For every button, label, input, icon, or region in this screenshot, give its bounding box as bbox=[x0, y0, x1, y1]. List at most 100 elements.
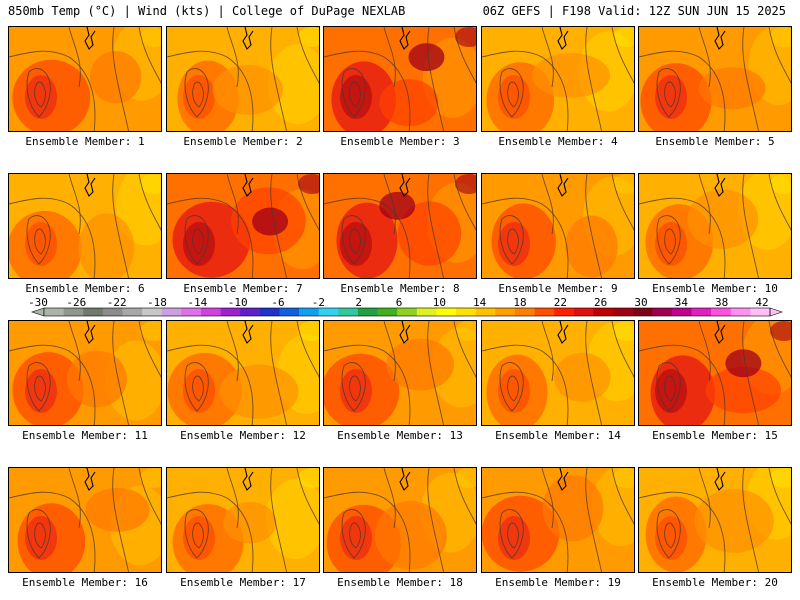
scale-swatch bbox=[161, 308, 182, 316]
ensemble-member-label: Ensemble Member: 18 bbox=[337, 576, 463, 589]
scale-tick-label: 34 bbox=[675, 298, 689, 309]
ensemble-member-label: Ensemble Member: 12 bbox=[180, 429, 306, 442]
scale-swatch bbox=[534, 308, 555, 316]
ensemble-member-map bbox=[323, 320, 477, 426]
scale-swatch bbox=[142, 308, 163, 316]
scale-tick-label: 2 bbox=[355, 298, 362, 309]
scale-tick-label: -26 bbox=[66, 298, 86, 309]
map-title-right: 06Z GEFS | F198 Valid: 12Z SUN JUN 15 20… bbox=[482, 4, 786, 18]
scale-swatch bbox=[593, 308, 614, 316]
scale-swatch bbox=[416, 308, 437, 316]
scale-swatch bbox=[357, 308, 378, 316]
ensemble-member-label: Ensemble Member: 20 bbox=[652, 576, 778, 589]
ensemble-member-label: Ensemble Member: 9 bbox=[498, 282, 618, 295]
ensemble-member-map bbox=[481, 320, 635, 426]
scale-tick-label: -6 bbox=[271, 298, 284, 309]
scale-tick-label: -22 bbox=[107, 298, 127, 309]
scale-tick-label: 22 bbox=[554, 298, 567, 309]
ensemble-member-label: Ensemble Member: 14 bbox=[495, 429, 621, 442]
ensemble-member-map bbox=[8, 320, 162, 426]
scale-swatch bbox=[750, 308, 771, 316]
scale-swatch bbox=[573, 308, 594, 316]
ensemble-member-map bbox=[638, 467, 792, 573]
ensemble-member-map bbox=[638, 173, 792, 279]
scale-swatch bbox=[259, 308, 280, 316]
scale-max-arrow bbox=[769, 307, 783, 317]
ensemble-member-map bbox=[323, 26, 477, 132]
scale-tick-label: 38 bbox=[715, 298, 728, 309]
scale-tick-label: -18 bbox=[147, 298, 167, 309]
ensemble-member-label: Ensemble Member: 17 bbox=[180, 576, 306, 589]
scale-swatch bbox=[613, 308, 633, 316]
scale-swatch bbox=[377, 308, 398, 316]
ensemble-member-label: Ensemble Member: 4 bbox=[498, 135, 618, 148]
temperature-color-scale: -30 -26 -22 -18 -14 -10 -6 -2 2 6 10 14 18 22 26 30 34 38… bbox=[30, 298, 783, 317]
scale-swatch bbox=[671, 308, 692, 316]
scale-tick-label: 14 bbox=[473, 298, 487, 309]
scale-tick-label: -14 bbox=[187, 298, 207, 309]
ensemble-member-map bbox=[638, 320, 792, 426]
scale-swatch bbox=[495, 308, 516, 316]
scale-swatch bbox=[652, 308, 673, 316]
scale-tick-label: -2 bbox=[312, 298, 325, 309]
scale-swatch bbox=[299, 308, 320, 316]
scale-swatch bbox=[475, 308, 496, 316]
scale-tick-label: 10 bbox=[433, 298, 446, 309]
scale-swatch bbox=[632, 308, 653, 316]
scale-swatch bbox=[514, 308, 535, 316]
ensemble-member-map bbox=[481, 173, 635, 279]
scale-swatch bbox=[554, 308, 575, 316]
scale-swatch bbox=[181, 308, 202, 316]
ensemble-member-map bbox=[323, 467, 477, 573]
scale-tick-label: 26 bbox=[594, 298, 607, 309]
scale-swatch bbox=[711, 308, 732, 316]
ensemble-member-map bbox=[166, 26, 320, 132]
scale-swatch bbox=[220, 308, 241, 316]
ensemble-member-label: Ensemble Member: 1 bbox=[25, 135, 145, 148]
ensemble-member-map bbox=[8, 173, 162, 279]
ensemble-member-label: Ensemble Member: 6 bbox=[25, 282, 145, 295]
scale-tick-label: 18 bbox=[513, 298, 526, 309]
scale-swatch bbox=[338, 308, 359, 316]
ensemble-member-label: Ensemble Member: 8 bbox=[340, 282, 460, 295]
ensemble-member-map bbox=[8, 467, 162, 573]
ensemble-member-label: Ensemble Member: 11 bbox=[22, 429, 148, 442]
ensemble-member-map bbox=[8, 26, 162, 132]
scale-swatch bbox=[436, 308, 457, 316]
ensemble-member-map bbox=[638, 26, 792, 132]
ensemble-member-map bbox=[481, 26, 635, 132]
ensemble-member-label: Ensemble Member: 13 bbox=[337, 429, 463, 442]
ensemble-member-label: Ensemble Member: 3 bbox=[340, 135, 460, 148]
ensemble-member-map bbox=[323, 173, 477, 279]
scale-swatch bbox=[83, 308, 104, 316]
ensemble-member-label: Ensemble Member: 15 bbox=[652, 429, 778, 442]
scale-swatch bbox=[279, 308, 300, 316]
scale-swatch bbox=[44, 308, 64, 316]
scale-swatch bbox=[730, 308, 751, 316]
scale-tick-label: 6 bbox=[396, 298, 403, 309]
map-title-left: 850mb Temp (°C) | Wind (kts) | College o… bbox=[8, 4, 406, 18]
scale-swatch bbox=[63, 308, 84, 316]
scale-swatch bbox=[200, 308, 221, 316]
scale-swatch bbox=[456, 308, 476, 316]
scale-swatch bbox=[318, 308, 339, 316]
ensemble-member-label: Ensemble Member: 2 bbox=[183, 135, 303, 148]
ensemble-member-map bbox=[166, 320, 320, 426]
ensemble-member-label: Ensemble Member: 7 bbox=[183, 282, 303, 295]
scale-tick-label: -30 bbox=[30, 298, 48, 309]
scale-min-arrow bbox=[31, 307, 45, 317]
ensemble-member-map bbox=[166, 173, 320, 279]
ensemble-member-label: Ensemble Member: 19 bbox=[495, 576, 621, 589]
ensemble-member-label: Ensemble Member: 5 bbox=[655, 135, 775, 148]
scale-swatch bbox=[122, 308, 143, 316]
ensemble-member-map bbox=[481, 467, 635, 573]
scale-swatch bbox=[397, 308, 418, 316]
ensemble-member-label: Ensemble Member: 16 bbox=[22, 576, 148, 589]
ensemble-member-map bbox=[166, 467, 320, 573]
ensemble-member-label: Ensemble Member: 10 bbox=[652, 282, 778, 295]
scale-tick-label: 30 bbox=[634, 298, 647, 309]
scale-tick-label: 42 bbox=[755, 298, 768, 309]
scale-tick-label: -10 bbox=[228, 298, 248, 309]
scale-swatch bbox=[691, 308, 712, 316]
scale-swatch bbox=[102, 308, 123, 316]
